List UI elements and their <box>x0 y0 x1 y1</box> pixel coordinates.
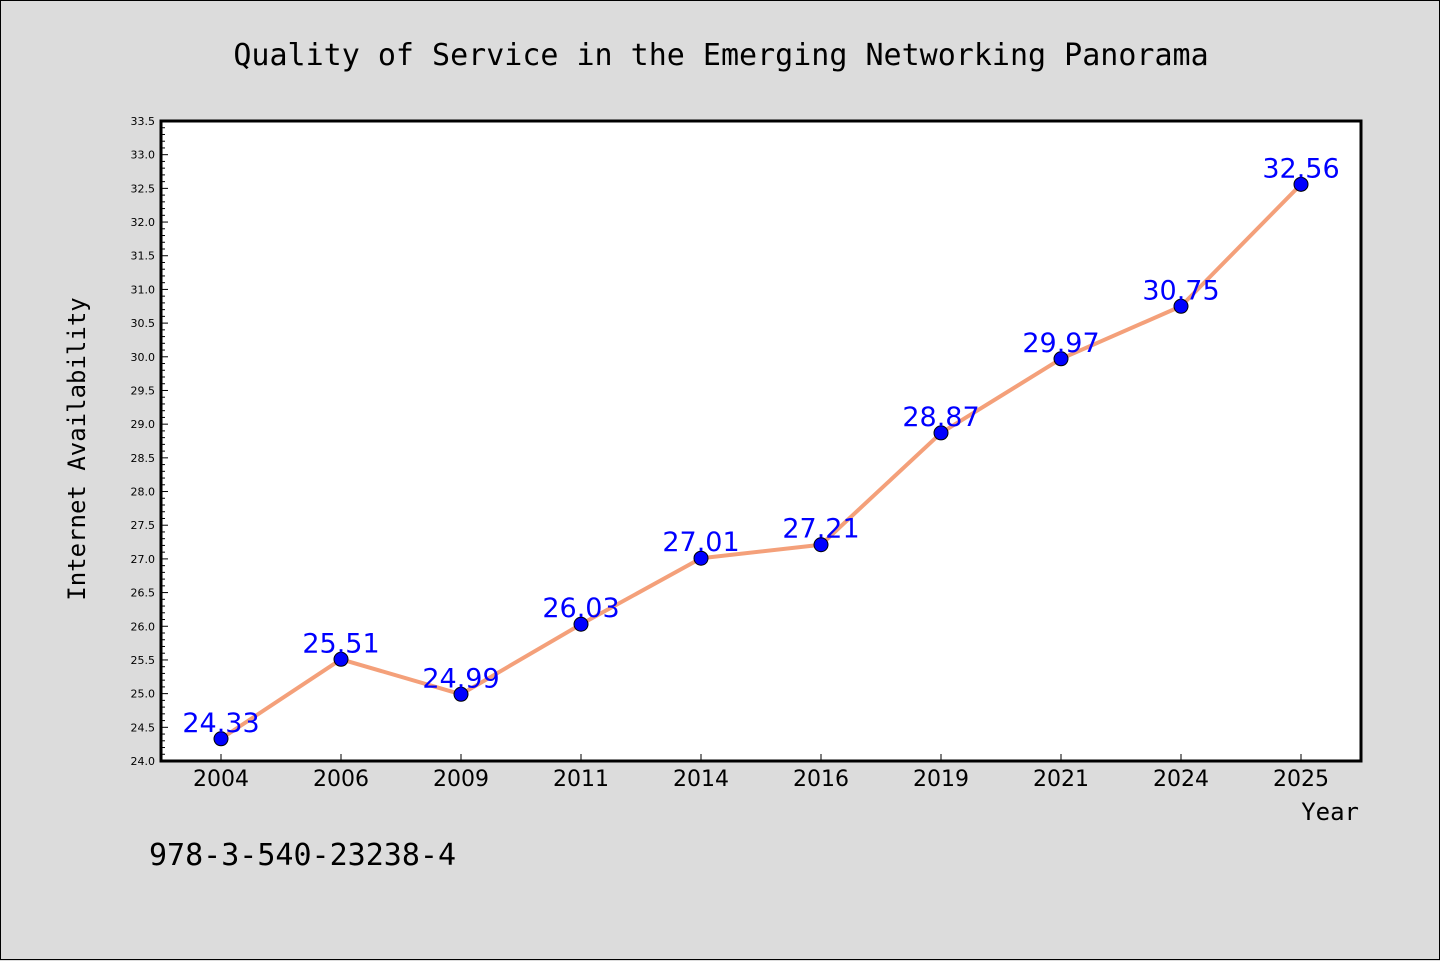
y-tick-label: 32.5 <box>131 182 156 195</box>
y-tick-label: 30.0 <box>131 351 156 364</box>
data-point <box>813 537 829 553</box>
x-tick-label: 2019 <box>913 767 969 792</box>
y-tick-label: 32.0 <box>131 216 156 229</box>
y-tick-label: 31.5 <box>131 250 156 263</box>
data-point <box>333 651 349 667</box>
y-tick-label: 28.0 <box>131 486 156 499</box>
data-label: 30.75 <box>1142 275 1219 306</box>
y-axis-label: Internet Availability <box>63 297 91 600</box>
y-tick-label: 29.5 <box>131 384 156 397</box>
data-label: 32.56 <box>1262 153 1339 184</box>
series-line <box>219 182 1303 741</box>
y-tick-label: 25.5 <box>131 654 156 667</box>
data-label: 24.33 <box>182 708 259 739</box>
x-tick-label: 2014 <box>673 767 729 792</box>
chart-title: Quality of Service in the Emerging Netwo… <box>233 38 1208 73</box>
y-tick-label: 29.0 <box>131 418 156 431</box>
data-point <box>933 425 949 441</box>
x-tick-label: 2024 <box>1153 767 1209 792</box>
data-point <box>573 616 589 632</box>
y-tick-label: 25.0 <box>131 688 156 701</box>
data-point <box>213 731 229 747</box>
data-point <box>693 550 709 566</box>
x-tick-label: 2009 <box>433 767 489 792</box>
y-tick-label: 30.5 <box>131 317 156 330</box>
data-label: 29.97 <box>1022 328 1099 359</box>
data-label: 27.21 <box>782 514 859 545</box>
x-tick-label: 2025 <box>1273 767 1329 792</box>
data-label: 27.01 <box>662 527 739 558</box>
data-label: 26.03 <box>542 593 619 624</box>
x-tick-label: 2011 <box>553 767 609 792</box>
data-point <box>1293 176 1309 192</box>
y-tick-label: 28.5 <box>131 452 156 465</box>
y-tick-label: 33.5 <box>131 115 156 128</box>
plot-area <box>159 119 1363 763</box>
y-tick-label: 24.0 <box>131 755 156 768</box>
y-tick-label: 26.0 <box>131 620 156 633</box>
data-label: 28.87 <box>902 402 979 433</box>
x-axis-label: Year <box>1301 798 1359 826</box>
data-point <box>453 686 469 702</box>
y-tick-label: 33.0 <box>131 149 156 162</box>
x-axis: 2004 2006 2009 2011 2014 2016 2019 2021 2024 2025 <box>193 754 1329 792</box>
y-axis: 24.0 24.5 25.0 25.5 26.0 26.5 27.0 27.5 28.0 28.5… <box>131 115 168 768</box>
y-tick-label: 27.0 <box>131 553 156 566</box>
x-tick-label: 2006 <box>313 767 369 792</box>
x-tick-label: 2016 <box>793 767 849 792</box>
x-tick-label: 2004 <box>193 767 249 792</box>
series-group <box>213 176 1309 747</box>
data-label-group: 24.33 25.51 24.99 26.03 27.01 27.21 28.87 29.97… <box>182 153 1339 738</box>
y-tick-label: 26.5 <box>131 587 156 600</box>
data-label: 24.99 <box>422 663 499 694</box>
y-tick-label: 24.5 <box>131 721 156 734</box>
y-tick-label: 31.0 <box>131 283 156 296</box>
data-point <box>1173 298 1189 314</box>
x-tick-label: 2021 <box>1033 767 1089 792</box>
footnote-isbn: 978-3-540-23238-4 <box>149 838 456 873</box>
data-label: 25.51 <box>302 628 379 659</box>
y-tick-label: 27.5 <box>131 519 156 532</box>
data-point <box>1053 351 1069 367</box>
